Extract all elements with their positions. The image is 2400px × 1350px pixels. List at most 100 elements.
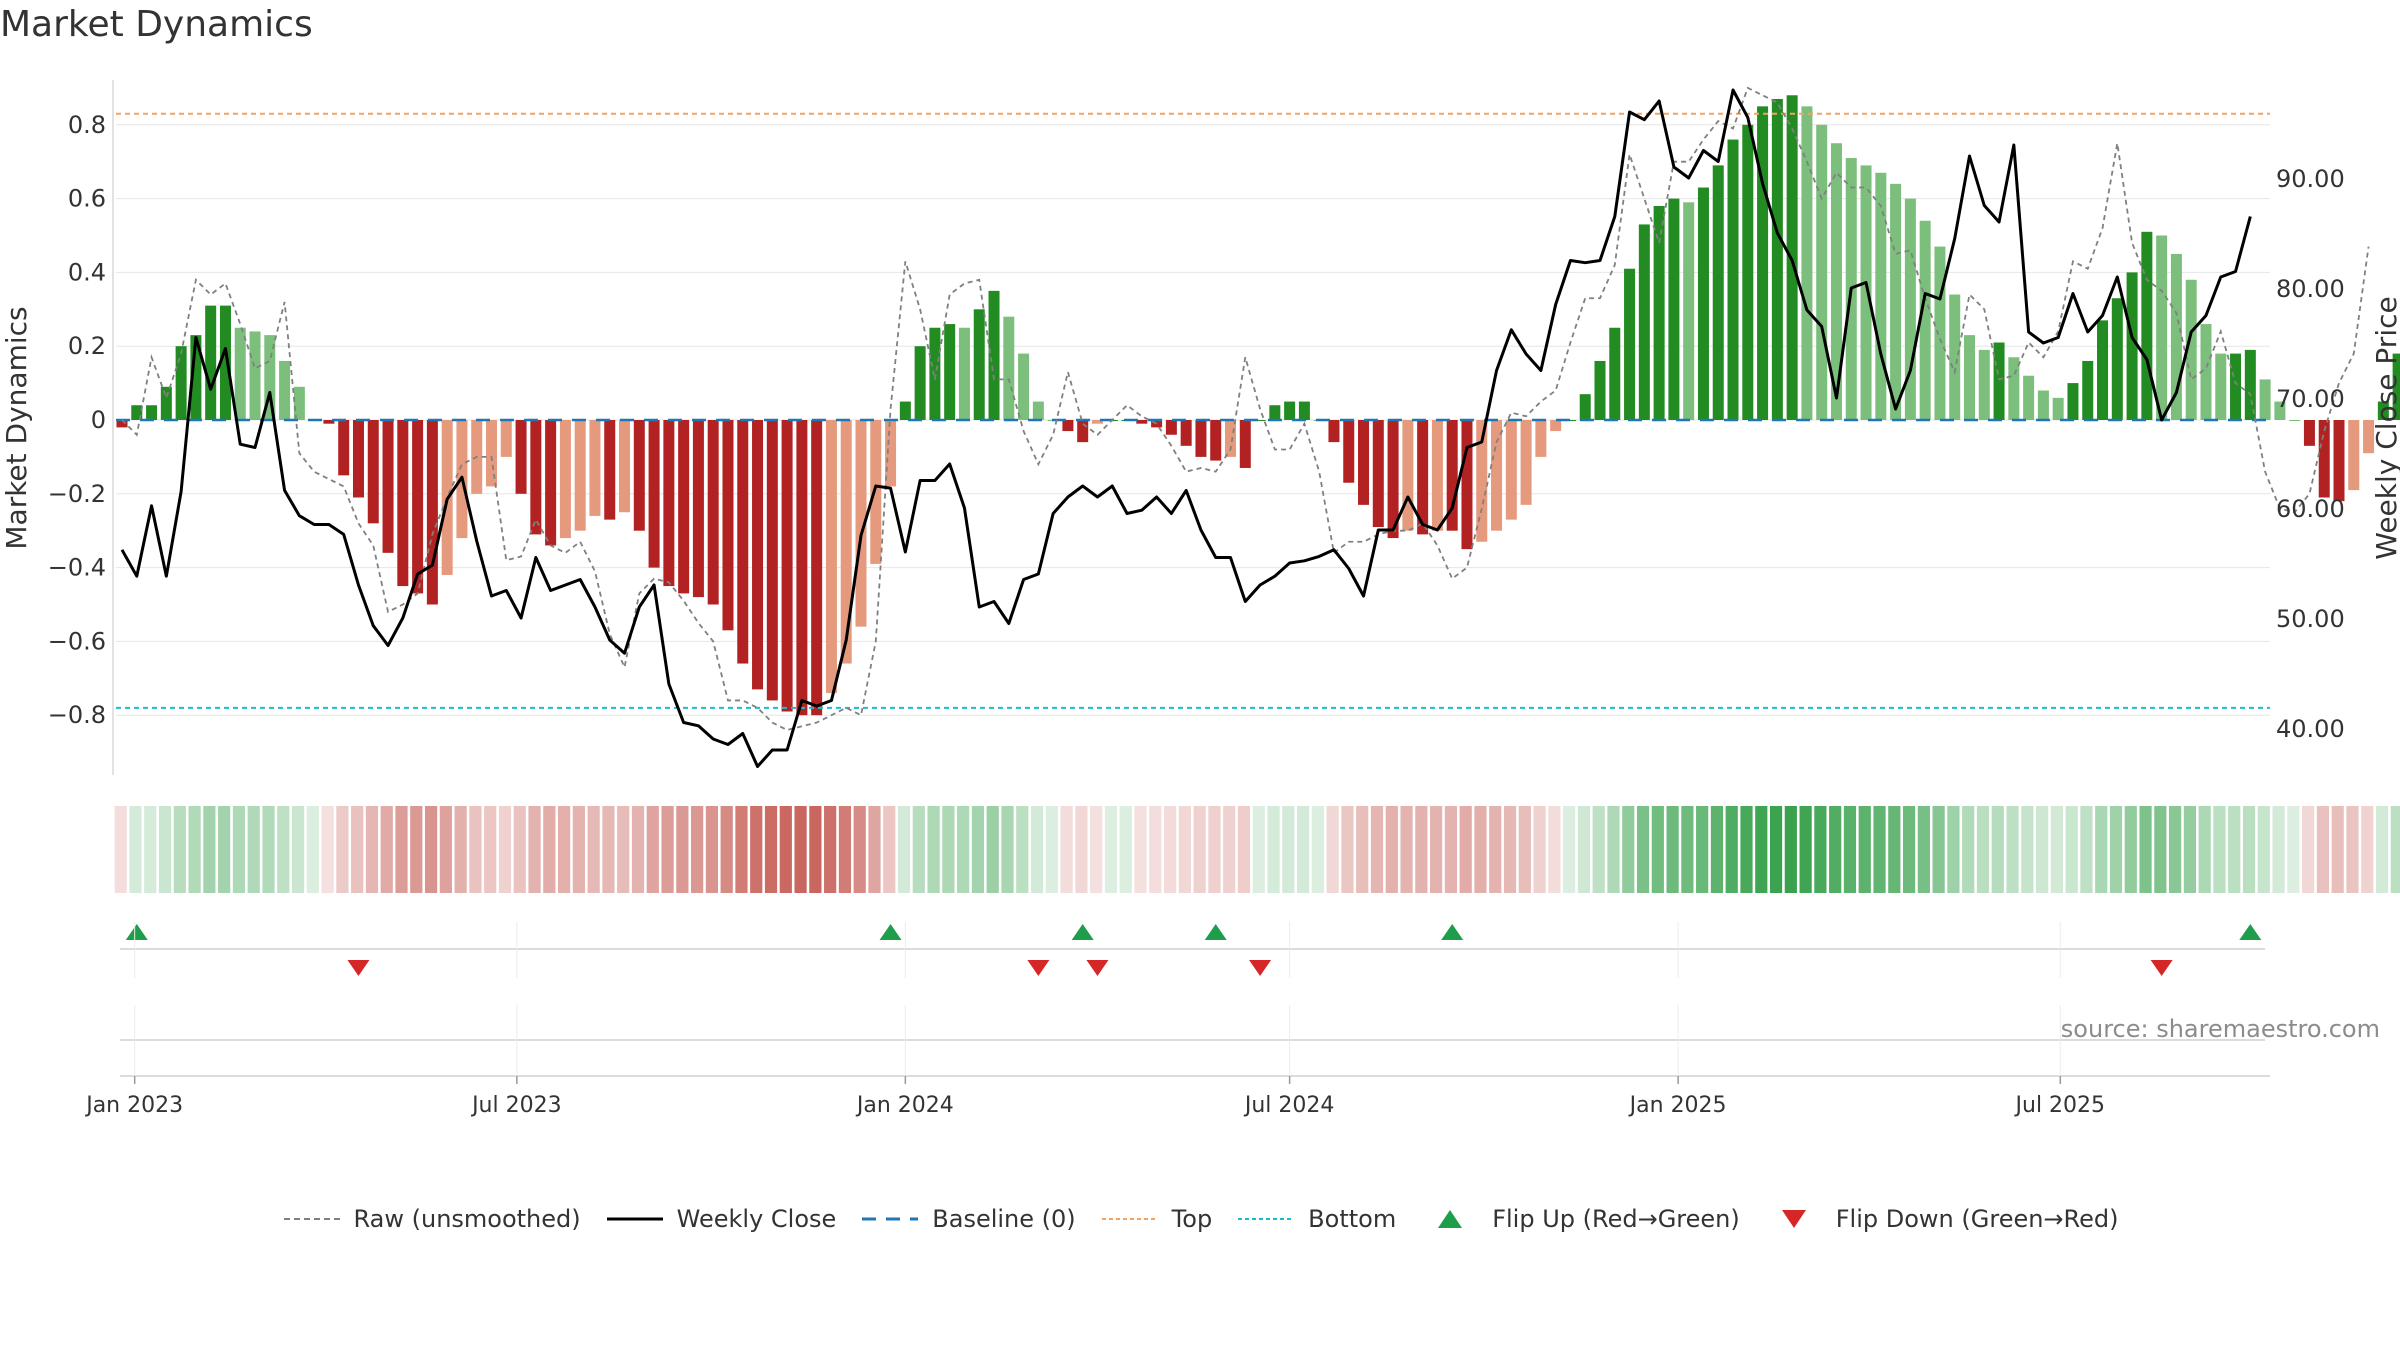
y-tick-label: −0.6 — [48, 627, 106, 655]
bar — [205, 305, 217, 420]
strip-cell — [971, 806, 985, 893]
bar — [648, 420, 660, 568]
bar — [1491, 420, 1503, 531]
bar — [323, 420, 335, 424]
bar — [2052, 397, 2064, 420]
strip-cell — [336, 806, 349, 893]
strip-cell — [1858, 806, 1871, 893]
bar — [870, 420, 882, 564]
bar — [426, 420, 438, 605]
bar — [1476, 420, 1488, 542]
strip-cell — [247, 806, 260, 893]
bar — [1653, 205, 1665, 420]
legend-label-bottom: Bottom — [1308, 1205, 1397, 1233]
bar — [604, 420, 616, 520]
bar — [1949, 294, 1961, 420]
bar — [367, 420, 379, 524]
strip-cell — [853, 806, 866, 893]
strip-cell — [883, 806, 896, 893]
flip-up-marker — [879, 924, 902, 940]
flip-up-marker — [125, 924, 148, 940]
legend-item-close: Weekly Close — [605, 1205, 837, 1233]
bar — [1225, 420, 1236, 457]
bar — [2111, 298, 2123, 420]
strip-cell — [291, 806, 305, 893]
strip-cell — [957, 806, 970, 893]
legend-label-raw: Raw (unsmoothed) — [353, 1205, 581, 1233]
strip-cell — [809, 806, 822, 893]
bar — [2244, 349, 2256, 420]
bar — [1919, 220, 1931, 420]
bar — [885, 420, 897, 487]
strip-cell — [203, 806, 216, 893]
strip-cell — [1636, 806, 1650, 893]
strip-cell — [1370, 806, 1384, 893]
strip-cell — [838, 806, 852, 893]
strip-cell — [1297, 806, 1310, 893]
strip-cell — [1548, 806, 1561, 893]
bar — [1683, 202, 1695, 420]
bar — [1934, 246, 1946, 420]
bar — [1712, 165, 1724, 420]
bar — [1609, 327, 1621, 420]
strip-cell — [1622, 806, 1635, 893]
flip-down-marker — [1249, 960, 1272, 976]
y-tick-label: −0.8 — [48, 701, 106, 729]
strip-cell — [1666, 806, 1679, 893]
bar — [2170, 253, 2182, 420]
strip-cell — [2021, 806, 2034, 893]
strip-cell — [1163, 806, 1177, 893]
bar — [2156, 235, 2168, 420]
strip-cell — [912, 806, 925, 893]
bar — [1890, 183, 1902, 420]
close-line — [120, 88, 2252, 768]
legend-label-close: Weekly Close — [676, 1205, 837, 1233]
flip-up-marker — [1204, 924, 1227, 940]
strip-cell — [484, 806, 497, 893]
strip-cell — [1193, 806, 1206, 893]
bar — [1446, 420, 1458, 531]
bar — [1727, 139, 1739, 420]
strip-cell — [1119, 806, 1132, 893]
strip-cell — [2183, 806, 2196, 893]
strip-cell — [158, 806, 172, 893]
y-tick-label: −0.4 — [48, 554, 106, 582]
strip-cell — [543, 806, 556, 893]
bar — [1298, 401, 1310, 420]
strip-cell — [1533, 806, 1546, 893]
y-tick-label: 0 — [91, 406, 106, 434]
bar — [1284, 401, 1296, 420]
bar — [973, 309, 985, 420]
strip-cell — [218, 806, 231, 893]
bar — [2333, 420, 2345, 502]
bar — [737, 420, 749, 664]
bar — [840, 420, 852, 664]
strip-cell — [1710, 806, 1724, 893]
strip-cell — [927, 806, 940, 893]
bar — [2289, 420, 2301, 421]
bar — [899, 401, 911, 420]
strip-cell — [262, 806, 275, 893]
bar — [1594, 360, 1606, 420]
strip-cell — [306, 806, 319, 893]
bar — [1771, 98, 1783, 420]
bar — [1579, 394, 1591, 420]
bar — [190, 335, 202, 420]
legend-symbol-close — [606, 1217, 663, 1221]
strip-cell — [794, 806, 807, 893]
bar — [1136, 420, 1148, 424]
strip-cell — [439, 806, 452, 893]
strip-cell — [1991, 806, 2004, 893]
x-tick-label: Jul 2025 — [2014, 1093, 2106, 1118]
bar — [944, 324, 956, 420]
bar — [1757, 106, 1769, 420]
bar — [2126, 272, 2138, 420]
raw-line-layer — [121, 86, 2370, 731]
bar — [1387, 420, 1399, 539]
strip-cell — [1607, 806, 1620, 893]
bar — [1964, 335, 1975, 420]
bar — [1801, 106, 1813, 420]
strip-cell — [454, 806, 467, 893]
strip-cell — [1444, 806, 1457, 893]
